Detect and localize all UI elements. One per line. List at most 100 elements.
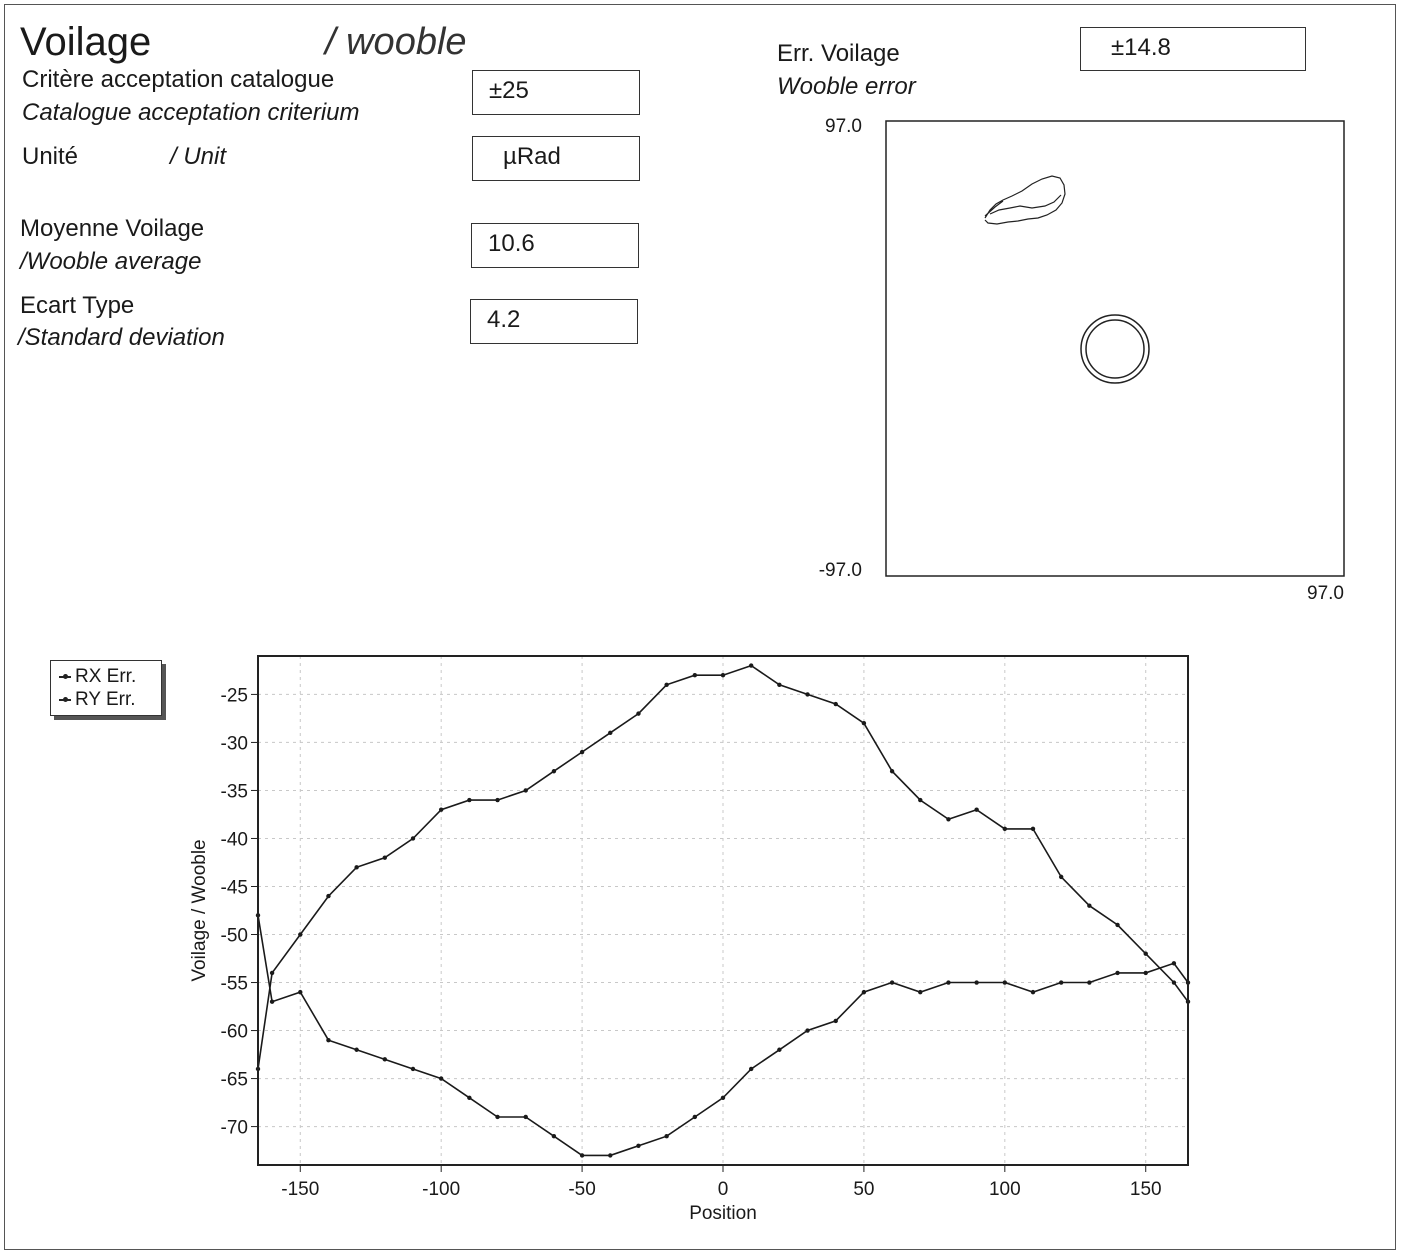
data-point-rx [692,673,698,678]
data-point-rx [551,769,557,774]
data-point-ry [720,1095,726,1100]
data-point-rx [1171,980,1177,985]
data-point-ry [946,980,951,985]
data-point-rx [946,817,951,822]
data-point-rx [438,807,444,812]
data-point-ry [438,1076,444,1081]
data-point-rx [467,797,472,803]
legend-marker-icon [59,696,71,702]
x-tick-label: 100 [989,1179,1021,1200]
chart-series [255,663,1191,1158]
data-point-rx [382,855,388,860]
err-label-fr: Err. Voilage [777,40,900,67]
mean-value-field: 10.6 [471,223,639,268]
data-point-rx [298,932,303,937]
data-point-ry [889,980,895,985]
err-label-en: Wooble error [777,73,916,100]
chart-legend: RX Err. RY Err. [50,660,162,716]
y-tick-label: -55 [221,974,248,995]
data-point-rx [269,970,275,976]
data-point-rx [410,836,416,841]
data-point-ry [664,1133,669,1139]
data-point-rx [974,807,979,812]
data-point-rx [326,893,331,899]
y-tick-label: -35 [221,781,248,802]
data-point-rx [805,692,810,697]
legend-item-ry: RY Err. [59,689,136,711]
legend-item-rx: RX Err. [59,666,136,688]
data-point-ry [382,1057,388,1062]
data-point-rx [1030,826,1036,832]
y-tick-label: -50 [221,926,248,947]
data-point-ry [1171,961,1177,966]
y-tick-label: -65 [221,1070,248,1091]
data-point-rx [523,788,528,793]
err-value-field: ±14.8 [1080,27,1306,71]
report-frame [4,4,1396,1250]
mean-label-fr: Moyenne Voilage [20,215,205,242]
wobble-trace [984,175,1066,225]
title-wooble: / wooble [325,21,467,63]
std-label-fr: Ecart Type [20,292,135,319]
data-point-ry [579,1153,585,1158]
std-value-field: 4.2 [470,299,638,344]
y-axis-label: Voilage / Wooble [189,839,210,981]
data-point-ry [1030,989,1036,995]
data-point-ry [354,1047,359,1052]
data-point-rx [1087,903,1092,908]
data-point-ry [1058,980,1064,985]
data-point-rx [720,673,726,678]
std-label-en: /Standard deviation [18,324,225,351]
mean-label-en: /Wooble average [20,248,202,275]
data-point-rx [354,865,359,870]
x-tick-label: -50 [568,1179,595,1200]
data-point-rx [748,663,754,668]
data-point-rx [1115,922,1120,928]
polar-x-max-label: 97.0 [1307,583,1344,604]
polar-y-min-label: -97.0 [819,560,862,581]
unit-value-field: µRad [472,136,640,181]
chart-ticks: -150 -100 -50 0 50 100 150 -25 -30 -35 -40 -45 -50 -5… [221,685,1162,1200]
data-point-rx [889,769,895,774]
data-point-ry [495,1114,500,1120]
criteria-label-en: Catalogue acceptation criterium [22,99,360,126]
unit-label-fr: Unité [22,143,79,170]
data-point-ry [974,980,979,985]
data-point-ry [269,999,275,1004]
data-point-ry [777,1047,782,1052]
data-point-rx [1143,951,1148,956]
x-tick-label: 150 [1130,1179,1162,1200]
data-point-ry [748,1066,754,1072]
legend-marker-icon [59,673,71,679]
x-tick-label: -100 [422,1179,460,1200]
data-point-rx [608,730,613,736]
data-point-ry [918,989,923,995]
data-point-ry [1002,980,1008,985]
data-point-ry [608,1153,613,1158]
data-point-ry [692,1114,698,1120]
data-point-rx [918,797,923,803]
criteria-label-fr: Critère acceptation catalogue [22,66,335,93]
data-point-ry [298,989,303,995]
data-point-ry [805,1028,810,1033]
x-axis-label: Position [689,1203,757,1224]
polar-y-max-label: 97.0 [825,116,862,137]
data-point-rx [579,749,585,755]
data-point-ry [410,1066,416,1072]
y-tick-label: -60 [221,1022,248,1043]
data-point-rx [636,711,641,716]
y-tick-label: -45 [221,877,248,898]
polar-plot: 97.0 -97.0 97.0 [819,116,1345,604]
y-tick-label: -70 [221,1118,248,1139]
tolerance-circle-inner [1085,319,1145,379]
tolerance-circle-outer [1080,314,1150,384]
x-tick-label: -150 [281,1179,319,1200]
criteria-value-field: ±25 [472,70,640,115]
data-point-ry [523,1114,528,1120]
data-point-ry [1115,970,1120,976]
data-point-ry [1087,980,1092,985]
line-chart: -150 -100 -50 0 50 100 150 -25 -30 -35 -40 -45 -50 -5… [189,655,1191,1224]
data-point-ry [636,1143,641,1148]
data-point-rx [777,682,782,688]
y-tick-label: -30 [221,733,248,754]
